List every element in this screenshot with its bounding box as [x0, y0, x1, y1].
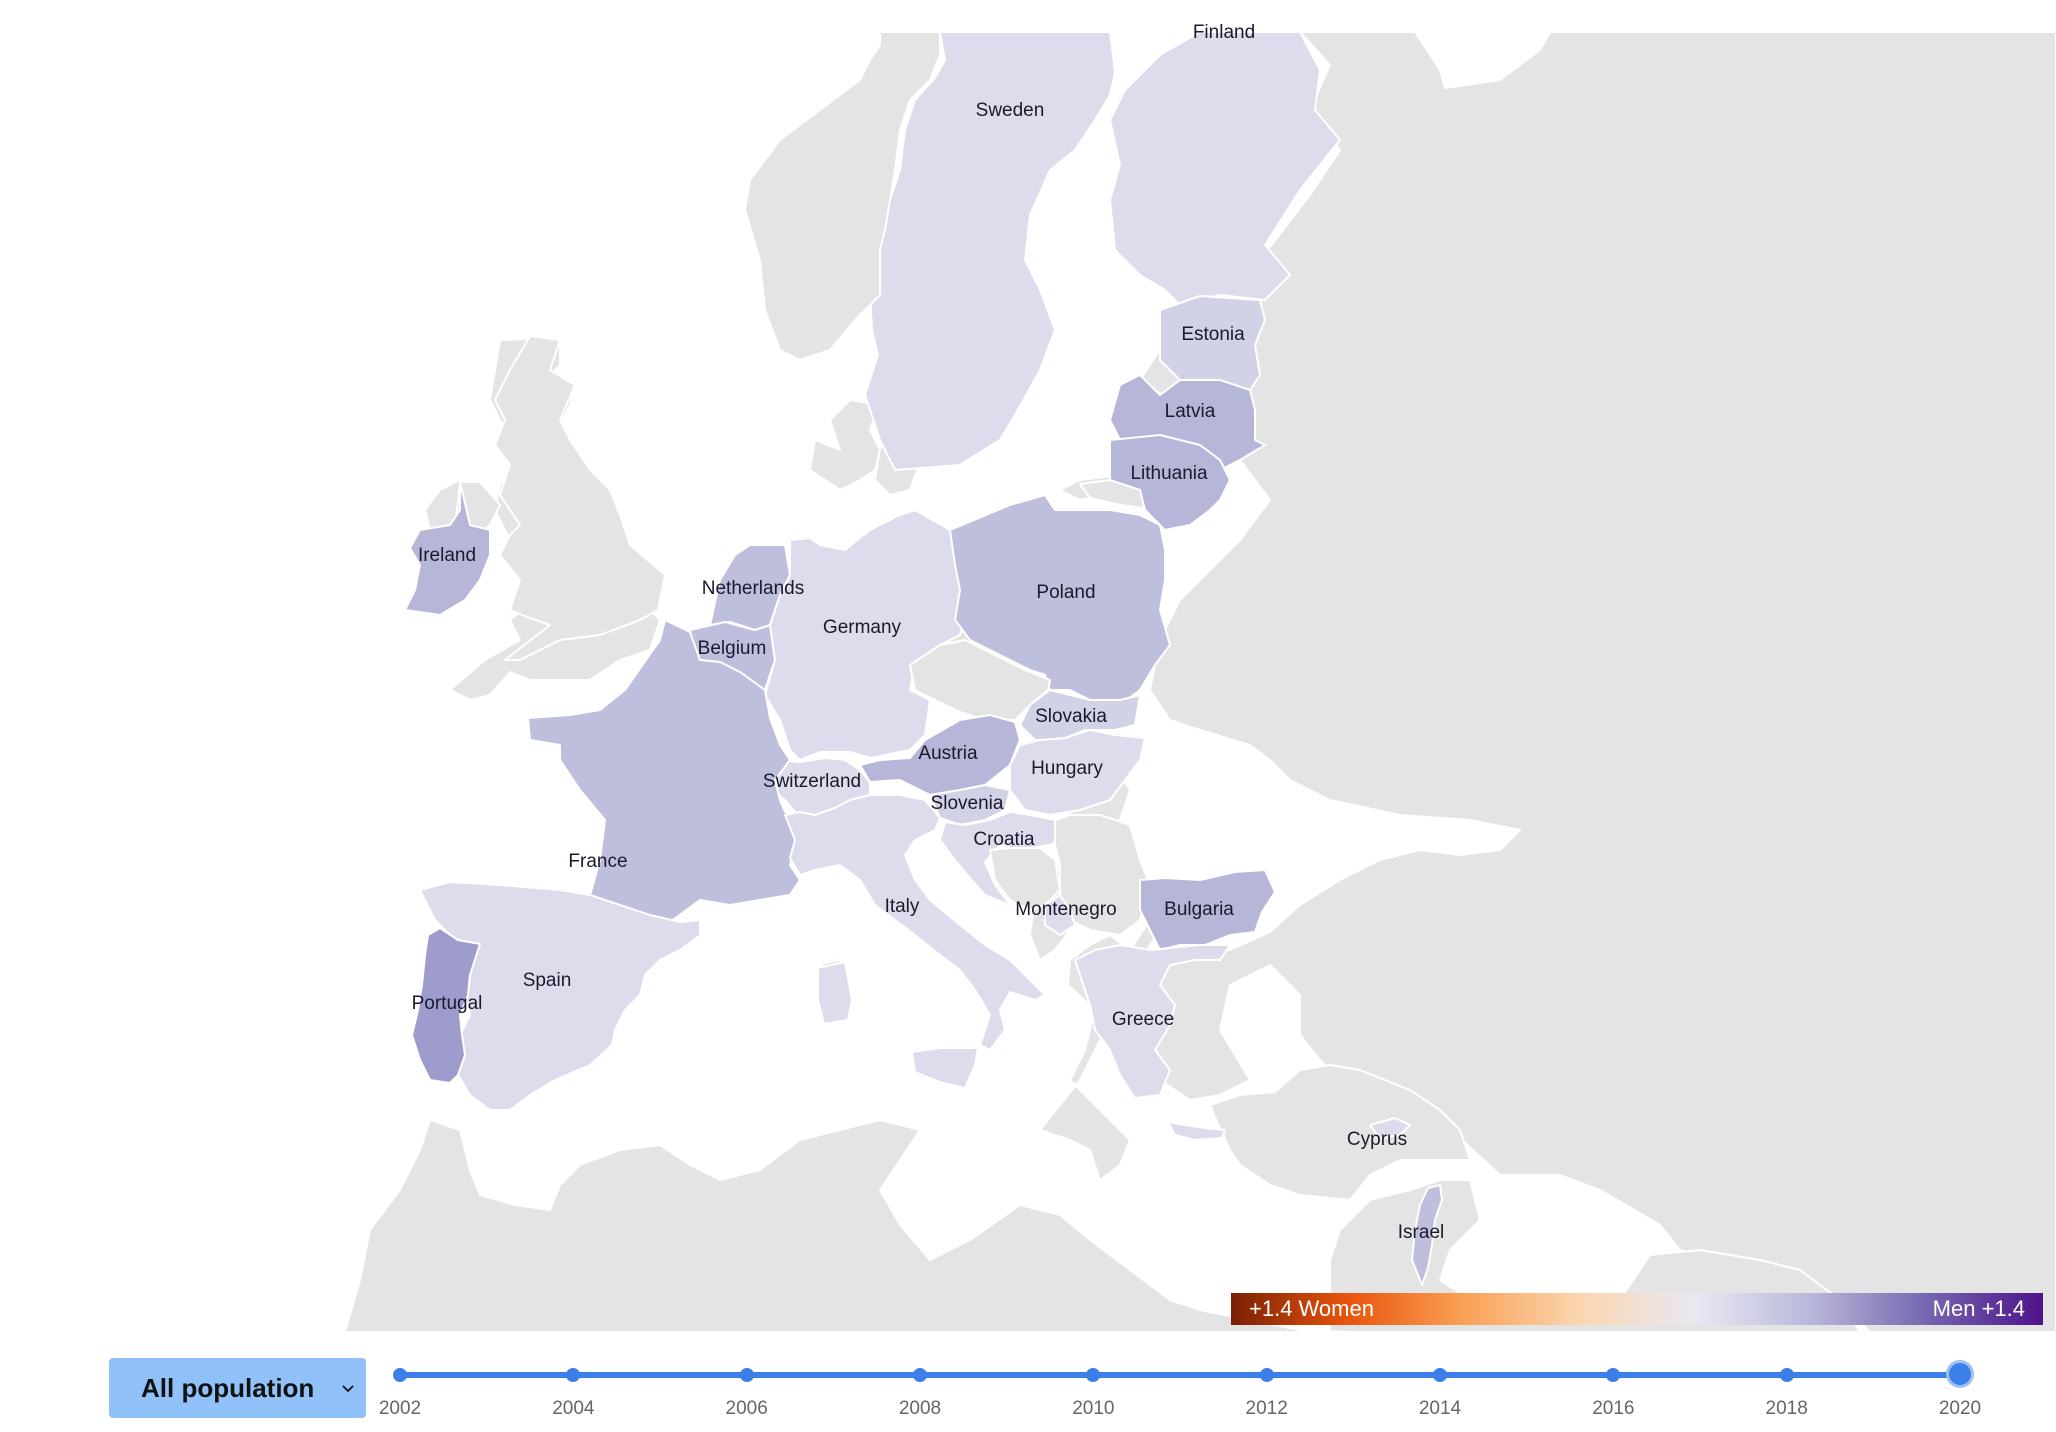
- nodata-northwest: [454, 335, 666, 661]
- label-france: France: [568, 851, 627, 872]
- label-poland: Poland: [1036, 582, 1095, 603]
- timeline-track: [400, 1372, 1960, 1378]
- country-israel[interactable]: [1411, 1184, 1443, 1286]
- country-greece[interactable]: [1074, 944, 1231, 1099]
- timeline-dot-2018[interactable]: [1779, 1368, 1794, 1382]
- country-slovenia[interactable]: [929, 784, 1011, 826]
- timeline-dot-2012[interactable]: [1259, 1368, 1274, 1382]
- label-hungary: Hungary: [1031, 758, 1103, 779]
- country-bosnia: [989, 847, 1061, 911]
- label-italy: Italy: [885, 896, 920, 917]
- label-lithuania: Lithuania: [1130, 463, 1208, 484]
- country-sweden[interactable]: [864, 31, 1116, 471]
- label-croatia: Croatia: [973, 829, 1035, 850]
- timeline-label-2010[interactable]: 2010: [1072, 1398, 1115, 1419]
- timeline-dot-2014[interactable]: [1433, 1368, 1447, 1382]
- country-lithuania[interactable]: [1109, 434, 1231, 531]
- label-slovenia: Slovenia: [931, 793, 1004, 814]
- label-ireland: Ireland: [418, 545, 476, 566]
- timeline-label-2016[interactable]: 2016: [1592, 1398, 1635, 1419]
- label-greece: Greece: [1112, 1009, 1174, 1030]
- country-slovakia[interactable]: [1019, 689, 1141, 741]
- timeline-label-2002[interactable]: 2002: [378, 1398, 422, 1419]
- legend-men-label: Men +1.4: [1932, 1296, 2025, 1321]
- label-montenegro: Montenegro: [1015, 899, 1116, 920]
- country-serbia: [1054, 814, 1151, 936]
- label-slovakia: Slovakia: [1035, 706, 1107, 727]
- country-crete[interactable]: [1167, 1121, 1226, 1141]
- label-germany: Germany: [823, 617, 902, 638]
- timeline-label-2008[interactable]: 2008: [898, 1398, 942, 1419]
- country-polygons: [404, 31, 1443, 1286]
- population-select-value: All population: [141, 1372, 315, 1403]
- timeline-dot-2004[interactable]: [566, 1368, 581, 1382]
- country-germany[interactable]: [764, 509, 971, 761]
- label-portugal: Portugal: [412, 993, 483, 1014]
- timeline-dot-2002[interactable]: [393, 1368, 407, 1382]
- timeline-label-2004[interactable]: 2004: [552, 1398, 595, 1419]
- country-bulgaria[interactable]: [1139, 869, 1276, 951]
- label-finland: Finland: [1193, 22, 1255, 43]
- country-italy[interactable]: [784, 794, 1046, 1051]
- population-select[interactable]: All population: [109, 1358, 366, 1418]
- timeline-dot-2008[interactable]: [913, 1368, 927, 1382]
- label-switzerland: Switzerland: [763, 771, 861, 792]
- timeline-dot-2016[interactable]: [1606, 1368, 1621, 1382]
- color-legend: +1.4 Women Men +1.4: [1231, 1293, 2043, 1325]
- timeline-dot-2010[interactable]: [1086, 1368, 1101, 1382]
- country-spain[interactable]: [419, 881, 701, 1111]
- label-israel: Israel: [1398, 1222, 1444, 1243]
- label-belgium: Belgium: [698, 638, 767, 659]
- label-sweden: Sweden: [976, 100, 1045, 121]
- country-france[interactable]: [527, 619, 801, 923]
- label-bulgaria: Bulgaria: [1164, 899, 1234, 920]
- country-estonia[interactable]: [1159, 295, 1266, 391]
- country-portugal[interactable]: [411, 927, 481, 1084]
- timeline-label-2014[interactable]: 2014: [1418, 1398, 1462, 1419]
- timeline-dot-2006[interactable]: [739, 1368, 754, 1382]
- country-norway: [744, 31, 941, 361]
- label-austria: Austria: [918, 743, 978, 764]
- legend-women-label: +1.4 Women: [1249, 1296, 1374, 1321]
- chevron-down-icon: [342, 1385, 354, 1393]
- label-spain: Spain: [523, 970, 572, 991]
- country-sicily[interactable]: [911, 1047, 979, 1089]
- country-montenegro[interactable]: [1044, 894, 1076, 936]
- country-sardinia-isle[interactable]: [817, 961, 853, 1025]
- label-latvia: Latvia: [1165, 401, 1216, 422]
- country-austria[interactable]: [859, 714, 1021, 796]
- country-cyprus[interactable]: [1369, 1117, 1411, 1139]
- label-netherlands: Netherlands: [702, 578, 804, 599]
- country-ireland[interactable]: [404, 481, 491, 616]
- label-estonia: Estonia: [1181, 324, 1245, 345]
- timeline-label-2012[interactable]: 2012: [1245, 1398, 1288, 1419]
- timeline-label-2020[interactable]: 2020: [1938, 1398, 1982, 1419]
- year-timeline[interactable]: 2002 2004 2006 2008 2010 2012 2014 2016 2018 2020: [379, 1360, 1981, 1430]
- timeline-label-2018[interactable]: 2018: [1765, 1398, 1808, 1419]
- timeline-label-2006[interactable]: 2006: [725, 1398, 768, 1419]
- country-hungary[interactable]: [1009, 729, 1146, 816]
- label-cyprus: Cyprus: [1347, 1129, 1407, 1150]
- country-labels: Finland Sweden Estonia Latvia Lithuania …: [412, 22, 1445, 1243]
- timeline-dot-2020[interactable]: [1949, 1363, 1971, 1385]
